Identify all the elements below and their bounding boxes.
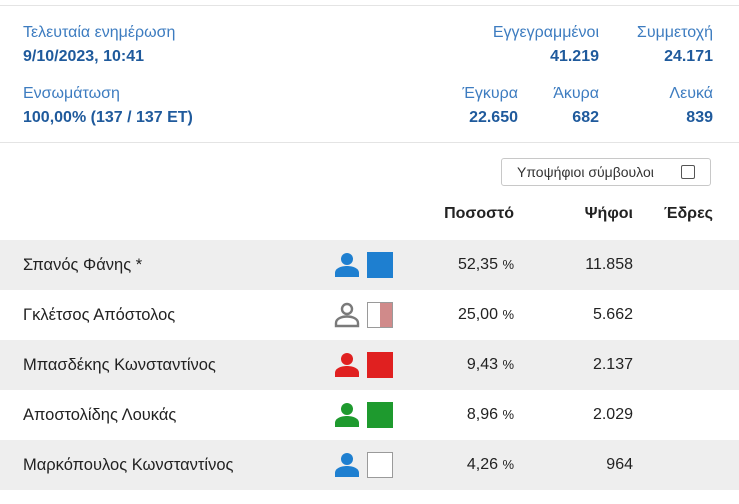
votes-cell: 2.029 — [592, 406, 633, 423]
integration-label: Ενσωμάτωση — [23, 85, 120, 102]
valid-stat: Έγκυρα 22.650 — [462, 85, 518, 127]
percent-cell: 4,26 % — [467, 456, 514, 474]
votes-cell: 5.662 — [592, 306, 633, 323]
candidate-name: Μπασδέκης Κωνσταντίνος — [23, 356, 216, 374]
party-color-swatch — [367, 252, 393, 278]
percent-value: 52,35 — [457, 256, 498, 273]
percent-unit: % — [502, 457, 514, 472]
party-color-swatch — [367, 402, 393, 428]
candidate-name: Μαρκόπουλος Κωνσταντίνος — [23, 456, 234, 474]
party-color-swatch — [367, 452, 393, 478]
percent-value: 4,26 — [466, 456, 498, 473]
percent-cell: 52,35 % — [458, 256, 514, 274]
candidate-councillors-checkbox[interactable] — [681, 165, 695, 179]
percent-unit: % — [502, 257, 514, 272]
table-row[interactable]: Αποστολίδης Λουκάς 8,96 % 2.029 — [0, 390, 739, 440]
registered-value: 41.219 — [550, 48, 599, 65]
blank-label: Λευκά — [669, 85, 713, 102]
summary-stats: Τελευταία ενημέρωση 9/10/2023, 10:41 Εγγ… — [0, 0, 739, 142]
percent-value: 25,00 — [457, 306, 498, 323]
invalid-value: 682 — [572, 109, 599, 126]
votes-cell: 11.858 — [585, 256, 633, 273]
votes-header: Ψήφοι — [584, 205, 633, 222]
candidate-name: Γκλέτσος Απόστολος — [23, 306, 176, 324]
party-color-swatch — [367, 302, 393, 328]
turnout-value: 24.171 — [664, 48, 713, 65]
turnout-label: Συμμετοχή — [636, 24, 713, 41]
percent-cell: 8,96 % — [467, 406, 514, 424]
party-color-swatch — [367, 352, 393, 378]
blank-stat: Λευκά 839 — [669, 85, 713, 127]
registered-label: Εγγεγραμμένοι — [492, 24, 599, 41]
invalid-label: Άκυρα — [553, 85, 599, 102]
candidate-councillors-label: Υποψήφιοι σύμβουλοι — [517, 164, 654, 180]
section-divider — [0, 142, 739, 143]
table-row[interactable]: Σπανός Φάνης * 52,35 % 11.858 — [0, 240, 739, 290]
last-update-value: 9/10/2023, 10:41 — [23, 48, 144, 65]
percent-unit: % — [502, 357, 514, 372]
valid-label: Έγκυρα — [462, 85, 518, 102]
blank-value: 839 — [686, 109, 713, 126]
percent-cell: 9,43 % — [467, 356, 514, 374]
percent-header: Ποσοστό — [444, 205, 514, 222]
table-row[interactable]: Γκλέτσος Απόστολος 25,00 % 5.662 — [0, 290, 739, 340]
votes-cell: 964 — [606, 456, 633, 473]
percent-unit: % — [502, 407, 514, 422]
candidate-councillors-toggle[interactable]: Υποψήφιοι σύμβουλοι — [501, 158, 711, 186]
integration-value: 100,00% (137 / 137 ΕΤ) — [23, 109, 193, 126]
seats-header: Έδρες — [663, 205, 713, 222]
person-icon — [333, 452, 361, 478]
top-divider — [0, 5, 739, 6]
turnout-stat: Συμμετοχή 24.171 — [637, 24, 713, 66]
last-update-label: Τελευταία ενημέρωση — [23, 24, 176, 41]
person-icon — [333, 302, 361, 328]
last-update-stat: Τελευταία ενημέρωση 9/10/2023, 10:41 — [23, 24, 175, 66]
candidate-name: Σπανός Φάνης * — [23, 256, 143, 274]
percent-cell: 25,00 % — [458, 306, 514, 324]
table-row[interactable]: Μπασδέκης Κωνσταντίνος 9,43 % 2.137 — [0, 340, 739, 390]
person-icon — [333, 352, 361, 378]
percent-unit: % — [502, 307, 514, 322]
table-row[interactable]: Μαρκόπουλος Κωνσταντίνος 4,26 % 964 — [0, 440, 739, 490]
candidate-name: Αποστολίδης Λουκάς — [23, 406, 177, 424]
integration-stat: Ενσωμάτωση 100,00% (137 / 137 ΕΤ) — [23, 85, 193, 127]
votes-cell: 2.137 — [592, 356, 633, 373]
invalid-stat: Άκυρα 682 — [553, 85, 599, 127]
percent-value: 8,96 — [466, 406, 498, 423]
registered-stat: Εγγεγραμμένοι 41.219 — [493, 24, 599, 66]
person-icon — [333, 252, 361, 278]
percent-value: 9,43 — [466, 356, 498, 373]
person-icon — [333, 402, 361, 428]
valid-value: 22.650 — [469, 109, 518, 126]
